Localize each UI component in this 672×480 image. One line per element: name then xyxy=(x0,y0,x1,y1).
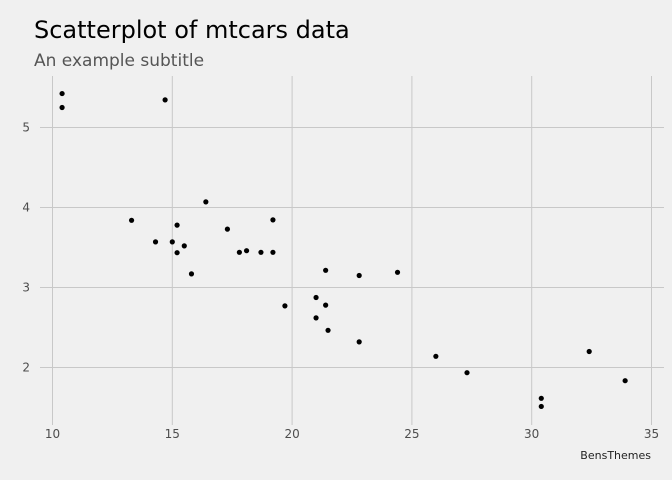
data-point-5 xyxy=(169,239,175,245)
x-tick-label-5: 35 xyxy=(644,427,659,441)
data-point-15 xyxy=(270,217,276,223)
data-point-25 xyxy=(394,269,401,275)
data-point-20 xyxy=(323,267,329,273)
grid-lines xyxy=(40,76,664,425)
data-point-21 xyxy=(323,302,329,308)
data-point-13 xyxy=(243,248,250,254)
data-point-16 xyxy=(270,249,276,255)
y-tick-label-0: 2 xyxy=(22,361,30,375)
x-tick-label-2: 20 xyxy=(284,427,299,441)
data-point-1 xyxy=(59,104,65,111)
data-point-12 xyxy=(236,249,242,255)
data-points xyxy=(59,90,628,410)
x-tick-label-4: 30 xyxy=(524,427,539,441)
chart-title: Scatterplot of mtcars data xyxy=(34,16,350,44)
x-tick-label-0: 10 xyxy=(45,427,60,441)
data-point-30 xyxy=(586,348,592,355)
data-point-14 xyxy=(258,249,264,255)
data-point-8 xyxy=(181,243,187,249)
data-point-2 xyxy=(162,97,168,103)
data-point-11 xyxy=(224,226,231,232)
data-point-31 xyxy=(622,378,628,384)
data-point-10 xyxy=(203,199,209,205)
y-tick-label-3: 5 xyxy=(22,121,30,135)
x-tick-label-1: 15 xyxy=(165,427,180,441)
data-point-24 xyxy=(356,339,362,345)
data-point-19 xyxy=(313,315,319,321)
data-point-3 xyxy=(128,217,135,223)
y-tick-label-1: 3 xyxy=(22,281,30,295)
y-tick-label-2: 4 xyxy=(22,201,30,215)
data-point-6 xyxy=(174,222,180,228)
data-point-17 xyxy=(282,303,288,309)
data-point-26 xyxy=(433,353,439,359)
tick-labels: 10 15 20 25 30 35 2 3 4 5 xyxy=(22,121,659,442)
data-point-4 xyxy=(152,239,159,245)
data-point-29 xyxy=(538,403,544,410)
x-tick-label-3: 25 xyxy=(404,427,419,441)
data-point-0 xyxy=(59,90,65,97)
data-point-23 xyxy=(356,272,362,279)
chart-subtitle: An example subtitle xyxy=(34,51,204,71)
data-point-18 xyxy=(313,294,319,301)
data-point-28 xyxy=(538,395,544,401)
data-point-27 xyxy=(464,370,470,376)
data-point-9 xyxy=(188,271,195,277)
data-point-22 xyxy=(325,327,331,333)
data-point-7 xyxy=(174,250,180,256)
chart-caption: BensThemes xyxy=(580,449,651,462)
